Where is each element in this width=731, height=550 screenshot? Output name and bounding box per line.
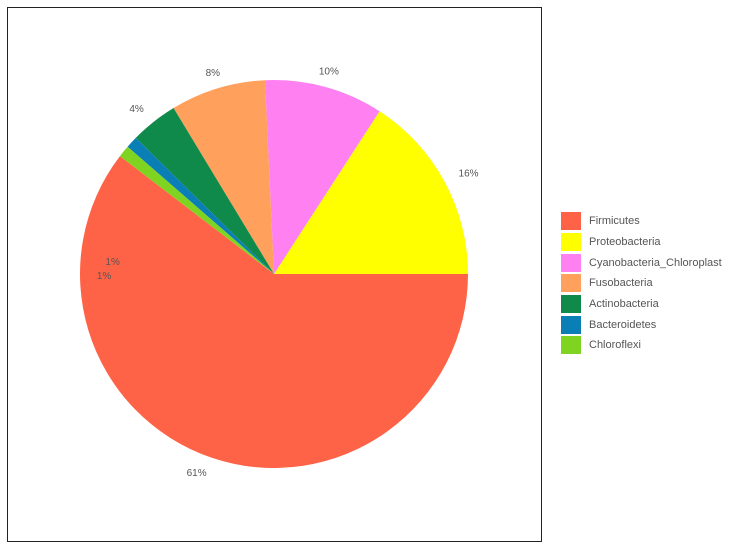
legend-item: Firmicutes xyxy=(561,211,722,232)
legend-label: Chloroflexi xyxy=(589,339,641,352)
legend-item: Fusobacteria xyxy=(561,273,722,294)
legend-swatch xyxy=(561,315,581,334)
legend-swatch xyxy=(561,295,581,314)
pie-slice-bacteroidetes xyxy=(127,137,274,274)
pie-slice-firmicutes xyxy=(80,156,469,469)
pie-slice-fusobacteria xyxy=(173,80,274,274)
legend-label: Proteobacteria xyxy=(589,236,661,249)
chart-frame xyxy=(7,7,542,542)
legend-label: Bacteroidetes xyxy=(589,318,657,331)
pie-slice-chloroflexi xyxy=(119,146,274,274)
slice-percent-label: 1% xyxy=(105,257,120,268)
pie-slice-actinobacteria xyxy=(135,108,274,274)
legend-swatch xyxy=(561,253,581,272)
pie-slice-cyanobacteria-chloroplast xyxy=(264,80,380,274)
legend-swatch xyxy=(561,233,581,252)
legend-item: Actinobacteria xyxy=(561,294,722,315)
slice-percent-label: 4% xyxy=(129,104,144,115)
legend-swatch xyxy=(561,212,581,231)
legend-label: Firmicutes xyxy=(589,215,640,228)
legend-item: Proteobacteria xyxy=(561,232,722,253)
legend-label: Actinobacteria xyxy=(589,298,659,311)
legend-item: Bacteroidetes xyxy=(561,314,722,335)
legend-item: Chloroflexi xyxy=(561,335,722,356)
slice-percent-label: 10% xyxy=(319,66,339,77)
slice-percent-label: 8% xyxy=(206,68,221,79)
legend-item: Cyanobacteria_Chloroplast xyxy=(561,252,722,273)
legend-label: Fusobacteria xyxy=(589,277,653,290)
pie-slice-proteobacteria xyxy=(274,111,468,274)
slice-percent-label: 1% xyxy=(97,271,112,282)
slice-percent-label: 61% xyxy=(187,468,207,479)
legend-swatch xyxy=(561,274,581,293)
chart-legend: Firmicutes Proteobacteria Cyanobacteria_Ch… xyxy=(561,211,722,356)
legend-swatch xyxy=(561,336,581,355)
slice-percent-label: 16% xyxy=(459,169,479,180)
legend-label: Cyanobacteria_Chloroplast xyxy=(589,256,722,269)
